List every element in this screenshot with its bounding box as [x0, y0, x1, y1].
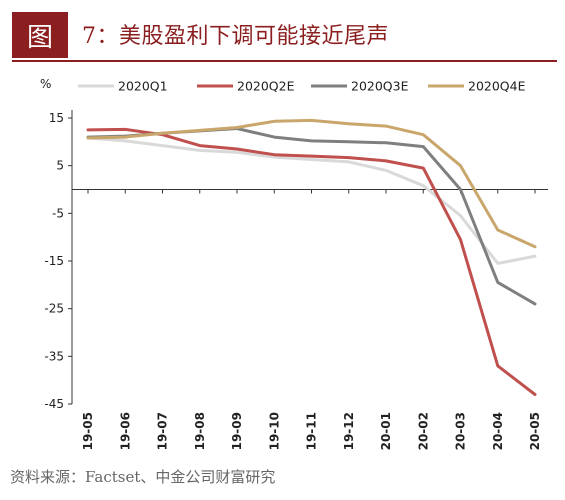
legend: 2020Q1 2020Q2E 2020Q3E 2020Q4E [78, 79, 526, 94]
series-lines [86, 118, 537, 396]
series-line-2020q2e [86, 127, 537, 396]
y-axis: 15 5 -5 -15 -25 -35 -45 [44, 110, 73, 411]
legend-label-2020q2e: 2020Q2E [237, 79, 295, 94]
figure-title-bar: 图 7：美股盈利下调可能接近尾声 [0, 12, 565, 60]
y-tick-label: -35 [44, 349, 64, 363]
x-tick-label: 20-01 [379, 412, 393, 450]
x-tick-label: 19-12 [342, 412, 356, 450]
x-tick-label: 20-04 [491, 412, 505, 450]
x-tick-label: 20-03 [454, 412, 468, 450]
series-line-2020q4e [86, 118, 537, 249]
series-line-2020q1 [86, 136, 537, 265]
y-tick-label: -25 [44, 302, 64, 316]
x-tick-label: 19-11 [305, 412, 319, 450]
legend-label-2020q4e: 2020Q4E [468, 79, 526, 94]
legend-label-2020q3e: 2020Q3E [351, 79, 409, 94]
y-tick-label: 5 [56, 159, 64, 173]
figure-label-badge: 图 [12, 12, 68, 58]
x-axis: 19-05 19-06 19-07 19-08 19-09 19-10 19-11 19-12… [72, 189, 548, 450]
x-tick-label: 19-05 [81, 412, 95, 450]
figure-title: 7：美股盈利下调可能接近尾声 [82, 24, 389, 49]
x-tick-label: 19-08 [193, 412, 207, 450]
x-tick-label: 19-10 [267, 412, 281, 450]
x-tick-label: 19-09 [230, 412, 244, 450]
y-tick-label: -5 [52, 206, 64, 220]
y-tick-label: -15 [44, 254, 64, 268]
y-tick-label: 15 [49, 111, 64, 125]
title-underline [12, 60, 557, 62]
x-tick-label: 19-06 [118, 412, 132, 450]
x-tick-label: 19-07 [156, 412, 170, 450]
x-tick-label: 20-05 [528, 412, 542, 450]
x-tick-label: 20-02 [416, 412, 430, 450]
source-note: 资料来源：Factset、中金公司财富研究 [10, 468, 276, 486]
legend-label-2020q1: 2020Q1 [118, 79, 168, 94]
y-axis-unit-label: % [40, 77, 51, 91]
y-tick-label: -45 [44, 397, 64, 411]
